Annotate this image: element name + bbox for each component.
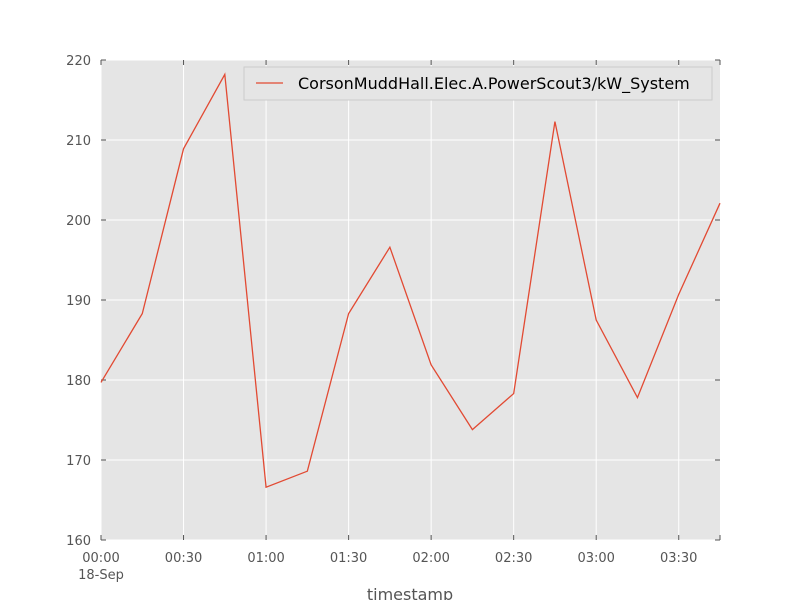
x-tick-label: 03:00 xyxy=(577,551,614,566)
series-layer xyxy=(100,72,721,489)
x-tick-label: 03:30 xyxy=(660,551,697,566)
legend-box xyxy=(243,66,713,101)
x-axis-label: timestamp xyxy=(367,585,453,600)
x-tick-label: 00:30 xyxy=(165,551,202,566)
y-tick-label: 210 xyxy=(66,134,91,149)
y-tick-label: 170 xyxy=(66,454,91,469)
x-tick-label: 01:30 xyxy=(330,551,367,566)
x-date-label: 18-Sep xyxy=(78,568,124,583)
y-tick-label: 220 xyxy=(66,54,91,69)
y-tick-label: 200 xyxy=(66,214,91,229)
axis-ticks: 160 170 180 190 200 210 220 00:00 00:30 01:00 01:3… xyxy=(66,54,721,566)
legend-entry: CorsonMuddHall.Elec.A.PowerScout3/kW_Sys… xyxy=(298,74,690,94)
x-tick-label: 02:00 xyxy=(412,551,449,566)
y-tick-label: 180 xyxy=(66,374,91,389)
x-tick-label: 00:00 xyxy=(82,551,119,566)
legend: CorsonMuddHall.Elec.A.PowerScout3/kW_Sys… xyxy=(243,66,713,101)
x-tick-label: 02:30 xyxy=(495,551,532,566)
y-tick-label: 160 xyxy=(66,534,91,549)
x-tick-label: 01:00 xyxy=(247,551,284,566)
y-tick-label: 190 xyxy=(66,294,91,309)
series-line xyxy=(100,72,721,489)
